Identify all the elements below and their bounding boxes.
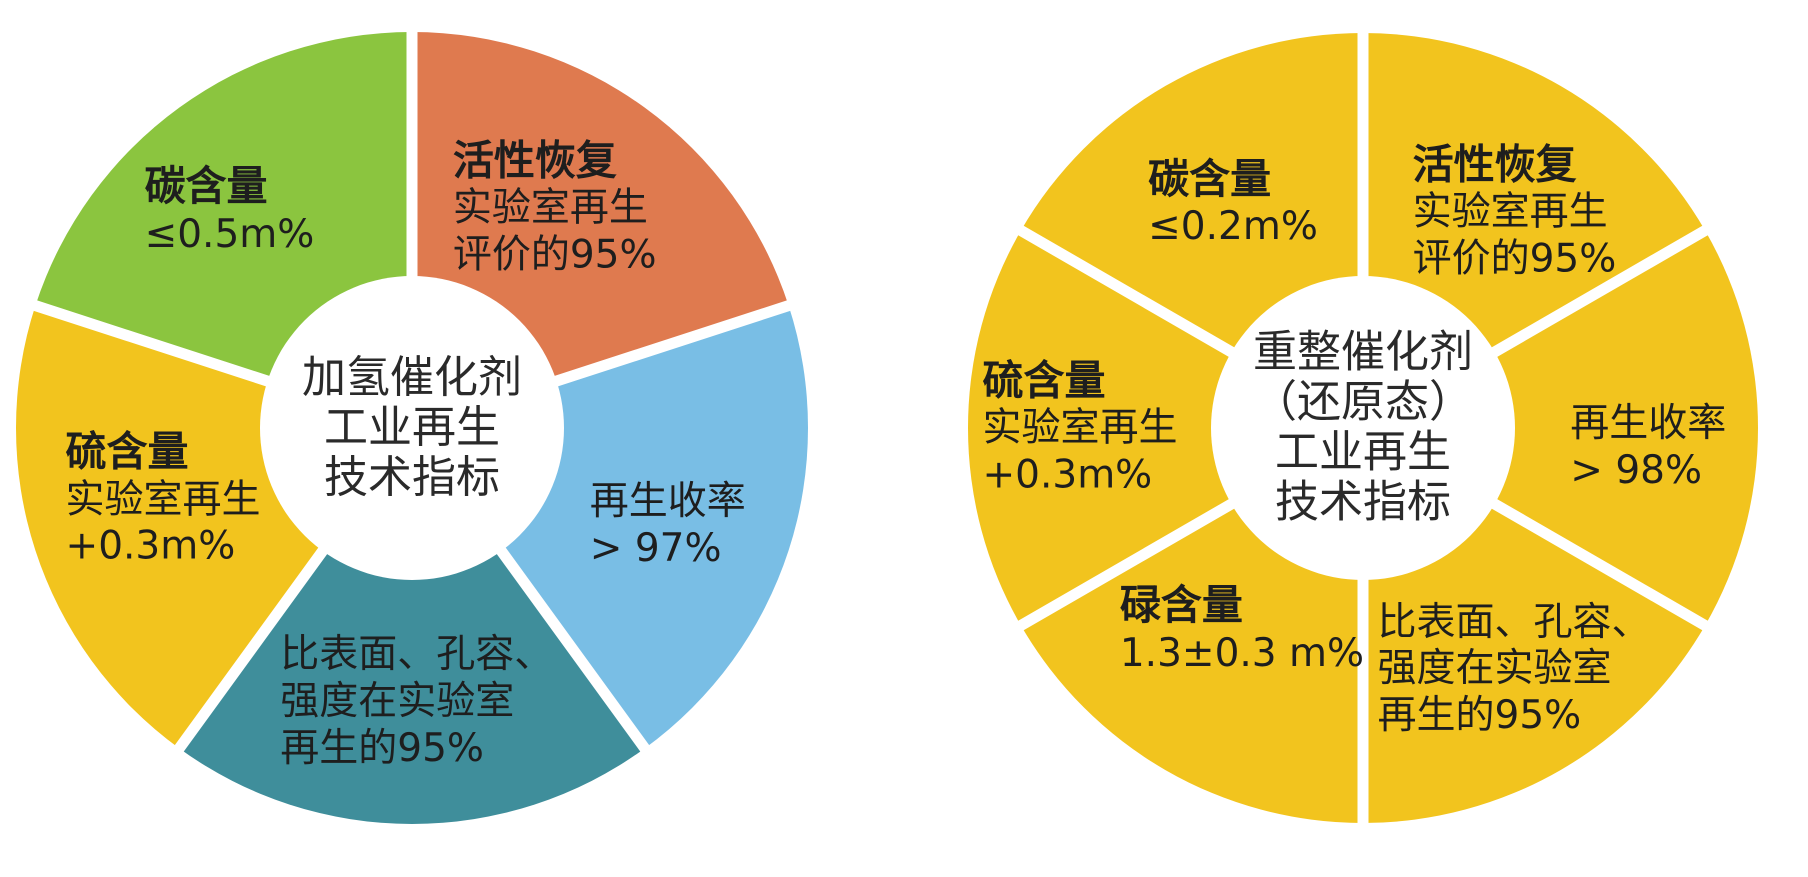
chart-1-segment-2-label: 再生收率 > 97% <box>590 479 746 573</box>
segment-label-line: 比表面、孔容、 <box>280 631 554 677</box>
chart-2-segment-1-label: 活性恢复 实验室再生 评价的95% <box>1413 140 1617 283</box>
chart-2-segment-2-label: 再生收率 > 98% <box>1570 401 1726 495</box>
center-title-line: 工业再生 <box>1275 427 1451 478</box>
segment-label-title: 活性恢复 <box>1412 140 1577 189</box>
segment-label-line: 再生收率 <box>589 479 746 525</box>
chart-2-segment-3-label: 比表面、孔容、 强度在实验室 再生的95% <box>1378 599 1651 739</box>
segment-label-title: 碌含量 <box>1119 581 1243 630</box>
segment-label-line: +0.3m% <box>65 523 236 569</box>
center-title-line: 加氢催化剂 <box>302 351 522 403</box>
center-title-line: 技术指标 <box>324 452 500 504</box>
chart-2-center-title: 重整催化剂 （还原态） 工业再生 技术指标 <box>1253 326 1473 529</box>
chart-2-segment-5 <box>968 230 1363 626</box>
center-title-line: 工业再生 <box>324 401 500 453</box>
segment-label-line: 再生收率 <box>1570 401 1727 447</box>
segment-label-line: > 98% <box>1570 447 1703 493</box>
segment-label-line: +0.3m% <box>982 452 1153 498</box>
segment-label-line: 比表面、孔容、 <box>1377 599 1651 645</box>
segment-label-line: ≤0.5m% <box>144 211 315 257</box>
chart-2-center-hole <box>1211 276 1515 580</box>
segment-label-line: ≤0.2m% <box>1148 204 1318 250</box>
chart-2-segment-5-label: 硫含量 实验室再生 +0.3m% <box>982 357 1177 500</box>
segment-label-line: 评价的95% <box>1412 236 1617 282</box>
segment-label-title: 碳含量 <box>144 162 268 211</box>
center-title-line: （还原态） <box>1253 376 1473 428</box>
segment-label-line: > 97% <box>589 526 722 572</box>
segment-label-line: 1.3±0.3 m% <box>1119 630 1365 676</box>
segment-label-line: 评价的95% <box>452 232 657 278</box>
segment-label-title: 活性恢复 <box>452 136 617 185</box>
segment-label-line: 强度在实验室 <box>1377 646 1612 692</box>
segment-label-title: 硫含量 <box>982 356 1106 405</box>
segment-label-line: 再生的95% <box>280 725 484 771</box>
chart-1-segment-4-label: 硫含量 实验室再生 +0.3m% <box>66 428 261 571</box>
chart-1-segment-3-label: 比表面、孔容、 强度在实验室 再生的95% <box>280 632 553 772</box>
chart-1-center-title: 加氢催化剂 工业再生 技术指标 <box>302 351 522 504</box>
center-title-line: 技术指标 <box>1275 477 1451 529</box>
segment-label-line: 再生的95% <box>1377 693 1582 739</box>
chart-1-segment-1-label: 活性恢复 实验室再生 评价的95% <box>453 137 657 280</box>
segment-label-line: 强度在实验室 <box>280 678 515 724</box>
chart-1-center-hole <box>260 276 564 580</box>
segment-label-line: 实验室再生 <box>65 477 261 523</box>
chart-1-segment-5-label: 碳含量 ≤0.5m% <box>145 162 315 258</box>
chart-2-segment-2 <box>1363 230 1758 626</box>
chart-2-segment-4-label: 碌含量 1.3±0.3 m% <box>1120 581 1364 677</box>
segment-label-line: 实验室再生 <box>1412 189 1608 235</box>
segment-label-line: 实验室再生 <box>982 405 1178 451</box>
segment-label-line: 实验室再生 <box>452 186 648 232</box>
chart-1-segment-3 <box>179 428 645 824</box>
center-title-line: 重整催化剂 <box>1253 326 1473 378</box>
segment-label-title: 硫含量 <box>65 427 189 476</box>
segment-label-title: 碳含量 <box>1148 154 1272 203</box>
chart-2-segment-6-label: 碳含量 ≤0.2m% <box>1148 155 1318 251</box>
